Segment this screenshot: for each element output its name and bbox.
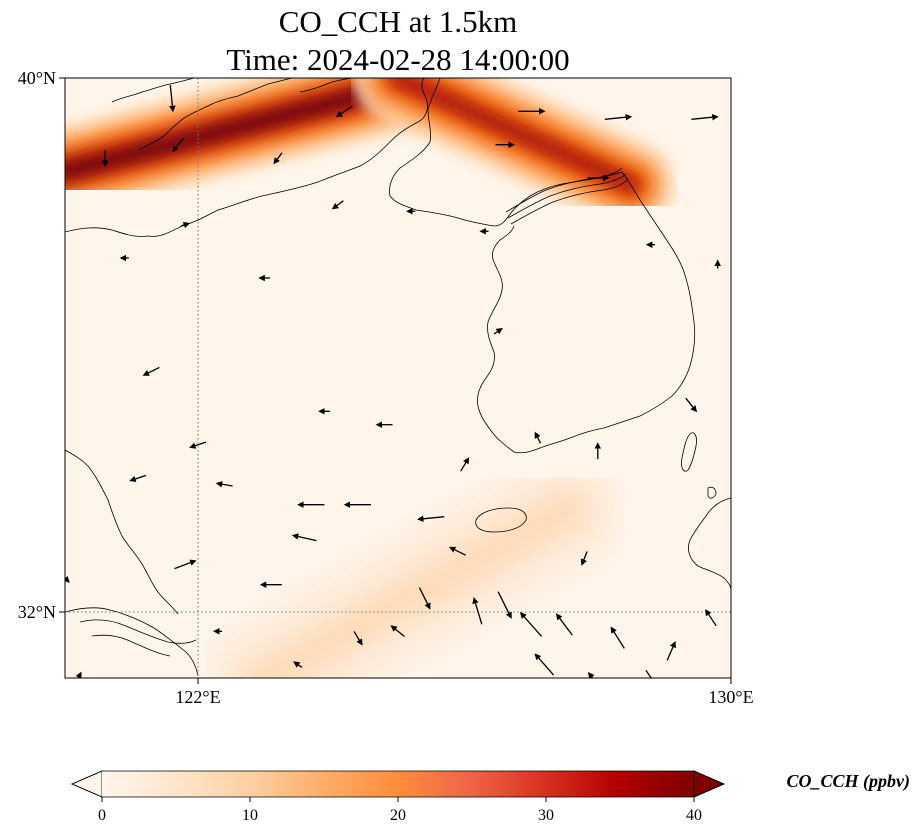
wind-arrow — [353, 631, 363, 646]
wind-arrow — [472, 597, 483, 625]
wind-arrow — [685, 397, 698, 413]
wind-arrow — [555, 613, 573, 636]
plume-level — [254, 501, 575, 678]
wind-arrow — [497, 591, 512, 619]
coastlines — [65, 78, 731, 677]
wind-arrow — [331, 200, 344, 210]
wind-arrow — [418, 587, 431, 610]
wind-arrow — [691, 113, 719, 121]
map-title-line2: Time: 2024-02-28 14:00:00 — [226, 42, 569, 77]
wind-arrow — [534, 431, 542, 444]
x-tick-label-130: 130°E — [708, 687, 753, 707]
colorbar-tick-30: 30 — [538, 807, 554, 824]
wind-arrow — [390, 625, 405, 638]
plume-band-southwest — [198, 445, 631, 678]
wind-arrow — [65, 575, 70, 583]
wind-arrow — [645, 669, 652, 678]
colorbar-tick-20: 20 — [390, 807, 406, 824]
wind-arrow — [705, 609, 717, 627]
coastline-north-china — [65, 78, 428, 237]
concentration-field — [65, 78, 677, 678]
map-frame — [64, 77, 732, 679]
map-title-line1: CO_CCH at 1.5km — [279, 4, 518, 39]
wind-arrow — [610, 626, 625, 649]
wind-arrow — [142, 366, 160, 376]
colorbar-tick-0: 0 — [98, 807, 106, 824]
colorbar-extend-low — [70, 770, 103, 798]
colorbar-gradient — [102, 771, 694, 797]
wind-arrow — [293, 661, 303, 668]
wind-arrow — [215, 481, 233, 488]
coastline-kyushu — [688, 486, 731, 591]
y-tick-label-32: 32°N — [18, 602, 56, 622]
colorbar-tick-40: 40 — [686, 807, 702, 824]
wind-vectors — [65, 84, 721, 700]
colorbar-label: CO_CCH (ppbv) — [787, 771, 911, 792]
wind-arrow — [172, 137, 184, 153]
colorbar-tick-10: 10 — [242, 807, 258, 824]
wind-arrow — [519, 612, 543, 637]
wind-arrow — [534, 653, 555, 676]
wind-arrow — [174, 559, 197, 570]
map-panel — [65, 78, 731, 700]
wind-arrow — [604, 113, 633, 121]
x-tick-label-122: 122°E — [175, 687, 220, 707]
wind-arrow — [587, 671, 595, 678]
coastline-liaodong — [111, 78, 353, 151]
wind-arrow — [460, 457, 470, 472]
coastline-korea-east — [513, 171, 696, 454]
wind-arrow — [129, 474, 147, 483]
coastline-korea-west — [477, 225, 515, 453]
coastline-north-korea-west — [389, 78, 623, 227]
wind-arrow — [189, 441, 207, 449]
y-tick-label-40: 40°N — [18, 68, 56, 88]
x-axis: 122°E 130°E — [175, 678, 754, 707]
wind-arrow — [448, 546, 466, 556]
dmz-boundary — [505, 167, 629, 225]
wind-arrow — [417, 515, 445, 523]
y-axis: 40°N 32°N — [18, 68, 65, 622]
plume-level — [391, 78, 638, 192]
wind-arrow — [180, 221, 191, 229]
wind-arrow — [493, 327, 503, 335]
wind-arrow — [273, 152, 283, 165]
wind-arrow — [291, 533, 317, 542]
plume-band-northeast — [353, 78, 677, 230]
wind-arrow — [169, 84, 176, 113]
coastline-tsushima — [681, 432, 697, 472]
wind-arrow — [75, 671, 82, 678]
wind-arrow — [657, 682, 673, 700]
colorbar-tick-marks — [101, 797, 695, 802]
coastline-china-east — [65, 449, 199, 677]
wind-arrow — [335, 105, 353, 118]
wind-arrow — [580, 551, 588, 566]
coastline-yangtze-estuary — [79, 619, 197, 657]
wind-arrow — [666, 641, 676, 661]
colorbar: 0 10 20 30 40 CO_CCH (ppbv) — [70, 770, 911, 824]
colorbar-extend-high — [693, 770, 726, 798]
coastline-jeju — [475, 507, 527, 533]
